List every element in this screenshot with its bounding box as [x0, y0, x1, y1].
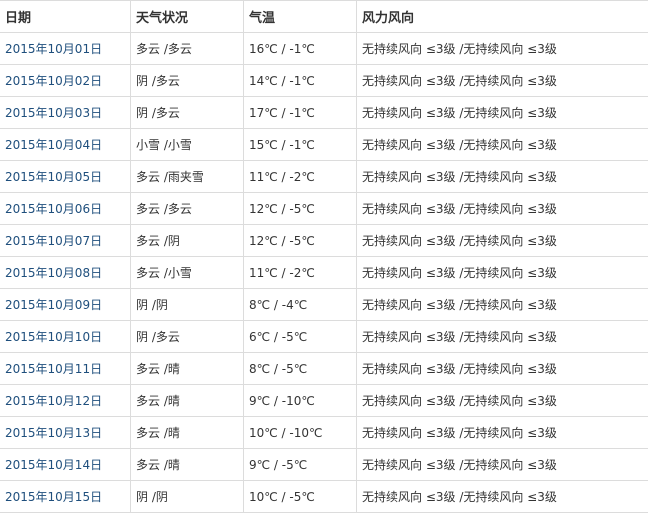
weather-cell: 多云 /阴 — [130, 224, 244, 257]
temperature-cell: 10℃ / -5℃ — [243, 480, 357, 513]
date-cell[interactable]: 2015年10月09日 — [0, 288, 131, 321]
date-cell[interactable]: 2015年10月07日 — [0, 224, 131, 257]
wind-cell: 无持续风向 ≤3级 /无持续风向 ≤3级 — [356, 288, 648, 321]
date-cell[interactable]: 2015年10月02日 — [0, 64, 131, 97]
table-row: 2015年10月05日 多云 /雨夹雪 11℃ / -2℃ 无持续风向 ≤3级 /无持… — [0, 160, 648, 193]
table-row: 2015年10月07日 多云 /阴 12℃ / -5℃ 无持续风向 ≤3级 /无持续风… — [0, 224, 648, 257]
temperature-cell: 17℃ / -1℃ — [243, 96, 357, 129]
weather-cell: 阴 /阴 — [130, 288, 244, 321]
table-header-row: 日期 天气状况 气温 风力风向 — [0, 0, 648, 33]
temperature-cell: 12℃ / -5℃ — [243, 224, 357, 257]
table-row: 2015年10月06日 多云 /多云 12℃ / -5℃ 无持续风向 ≤3级 /无持续… — [0, 192, 648, 225]
date-cell[interactable]: 2015年10月01日 — [0, 32, 131, 65]
date-cell[interactable]: 2015年10月15日 — [0, 480, 131, 513]
date-cell[interactable]: 2015年10月08日 — [0, 256, 131, 289]
table-row: 2015年10月09日阴 /阴 8℃ / -4℃ 无持续风向 ≤3级 /无持续风向 … — [0, 288, 648, 321]
table-row: 2015年10月11日 多云 /晴 8℃ / -5℃ 无持续风向 ≤3级 /无持续风向… — [0, 352, 648, 385]
temperature-cell: 8℃ / -4℃ — [243, 288, 357, 321]
weather-cell: 阴 /多云 — [130, 320, 244, 353]
wind-cell: 无持续风向 ≤3级 /无持续风向 ≤3级 — [356, 480, 648, 513]
wind-cell: 无持续风向 ≤3级 /无持续风向 ≤3级 — [356, 352, 648, 385]
wind-cell: 无持续风向 ≤3级 /无持续风向 ≤3级 — [356, 416, 648, 449]
temperature-cell: 8℃ / -5℃ — [243, 352, 357, 385]
temperature-cell: 9℃ / -10℃ — [243, 384, 357, 417]
weather-cell: 多云 /多云 — [130, 32, 244, 65]
weather-cell: 多云 /晴 — [130, 416, 244, 449]
date-cell[interactable]: 2015年10月10日 — [0, 320, 131, 353]
wind-cell: 无持续风向 ≤3级 /无持续风向 ≤3级 — [356, 64, 648, 97]
temperature-cell: 6℃ / -5℃ — [243, 320, 357, 353]
table-row: 2015年10月04日 小雪 /小雪 15℃ / -1℃ 无持续风向 ≤3级 /无持续… — [0, 128, 648, 161]
weather-cell: 阴 /阴 — [130, 480, 244, 513]
wind-cell: 无持续风向 ≤3级 /无持续风向 ≤3级 — [356, 448, 648, 481]
table-row: 2015年10月02日阴 /多云 14℃ / -1℃ 无持续风向 ≤3级 /无持续风… — [0, 64, 648, 97]
temperature-cell: 9℃ / -5℃ — [243, 448, 357, 481]
table-row: 2015年10月15日阴 /阴 10℃ / -5℃ 无持续风向 ≤3级 /无持续风向… — [0, 480, 648, 513]
date-cell[interactable]: 2015年10月05日 — [0, 160, 131, 193]
table-row: 2015年10月14日 多云 /晴 9℃ / -5℃ 无持续风向 ≤3级 /无持续风向… — [0, 448, 648, 481]
header-date: 日期 — [0, 0, 131, 33]
wind-cell: 无持续风向 ≤3级 /无持续风向 ≤3级 — [356, 384, 648, 417]
temperature-cell: 12℃ / -5℃ — [243, 192, 357, 225]
date-cell[interactable]: 2015年10月13日 — [0, 416, 131, 449]
temperature-cell: 11℃ / -2℃ — [243, 160, 357, 193]
header-temperature: 气温 — [243, 0, 357, 33]
wind-cell: 无持续风向 ≤3级 /无持续风向 ≤3级 — [356, 160, 648, 193]
weather-cell: 小雪 /小雪 — [130, 128, 244, 161]
date-cell[interactable]: 2015年10月14日 — [0, 448, 131, 481]
temperature-cell: 15℃ / -1℃ — [243, 128, 357, 161]
table-row: 2015年10月01日 多云 /多云 16℃ / -1℃ 无持续风向 ≤3级 /无持续… — [0, 32, 648, 65]
weather-cell: 多云 /晴 — [130, 352, 244, 385]
date-cell[interactable]: 2015年10月11日 — [0, 352, 131, 385]
date-cell[interactable]: 2015年10月04日 — [0, 128, 131, 161]
wind-cell: 无持续风向 ≤3级 /无持续风向 ≤3级 — [356, 128, 648, 161]
temperature-cell: 11℃ / -2℃ — [243, 256, 357, 289]
header-weather: 天气状况 — [130, 0, 244, 33]
table-row: 2015年10月08日 多云 /小雪 11℃ / -2℃ 无持续风向 ≤3级 /无持续… — [0, 256, 648, 289]
wind-cell: 无持续风向 ≤3级 /无持续风向 ≤3级 — [356, 320, 648, 353]
wind-cell: 无持续风向 ≤3级 /无持续风向 ≤3级 — [356, 224, 648, 257]
date-cell[interactable]: 2015年10月03日 — [0, 96, 131, 129]
wind-cell: 无持续风向 ≤3级 /无持续风向 ≤3级 — [356, 192, 648, 225]
weather-cell: 阴 /多云 — [130, 96, 244, 129]
weather-cell: 多云 /晴 — [130, 448, 244, 481]
table-row: 2015年10月13日 多云 /晴 10℃ / -10℃ 无持续风向 ≤3级 /无持续… — [0, 416, 648, 449]
weather-cell: 多云 /雨夹雪 — [130, 160, 244, 193]
table-row: 2015年10月10日阴 /多云 6℃ / -5℃ 无持续风向 ≤3级 /无持续风向… — [0, 320, 648, 353]
weather-cell: 阴 /多云 — [130, 64, 244, 97]
table-body: 2015年10月01日 多云 /多云 16℃ / -1℃ 无持续风向 ≤3级 /无持续… — [0, 32, 648, 513]
temperature-cell: 16℃ / -1℃ — [243, 32, 357, 65]
weather-cell: 多云 /小雪 — [130, 256, 244, 289]
weather-cell: 多云 /多云 — [130, 192, 244, 225]
table-row: 2015年10月12日 多云 /晴 9℃ / -10℃ 无持续风向 ≤3级 /无持续风… — [0, 384, 648, 417]
wind-cell: 无持续风向 ≤3级 /无持续风向 ≤3级 — [356, 256, 648, 289]
wind-cell: 无持续风向 ≤3级 /无持续风向 ≤3级 — [356, 96, 648, 129]
weather-cell: 多云 /晴 — [130, 384, 244, 417]
header-wind: 风力风向 — [356, 0, 648, 33]
temperature-cell: 10℃ / -10℃ — [243, 416, 357, 449]
temperature-cell: 14℃ / -1℃ — [243, 64, 357, 97]
table-row: 2015年10月03日阴 /多云 17℃ / -1℃ 无持续风向 ≤3级 /无持续风… — [0, 96, 648, 129]
wind-cell: 无持续风向 ≤3级 /无持续风向 ≤3级 — [356, 32, 648, 65]
date-cell[interactable]: 2015年10月12日 — [0, 384, 131, 417]
date-cell[interactable]: 2015年10月06日 — [0, 192, 131, 225]
